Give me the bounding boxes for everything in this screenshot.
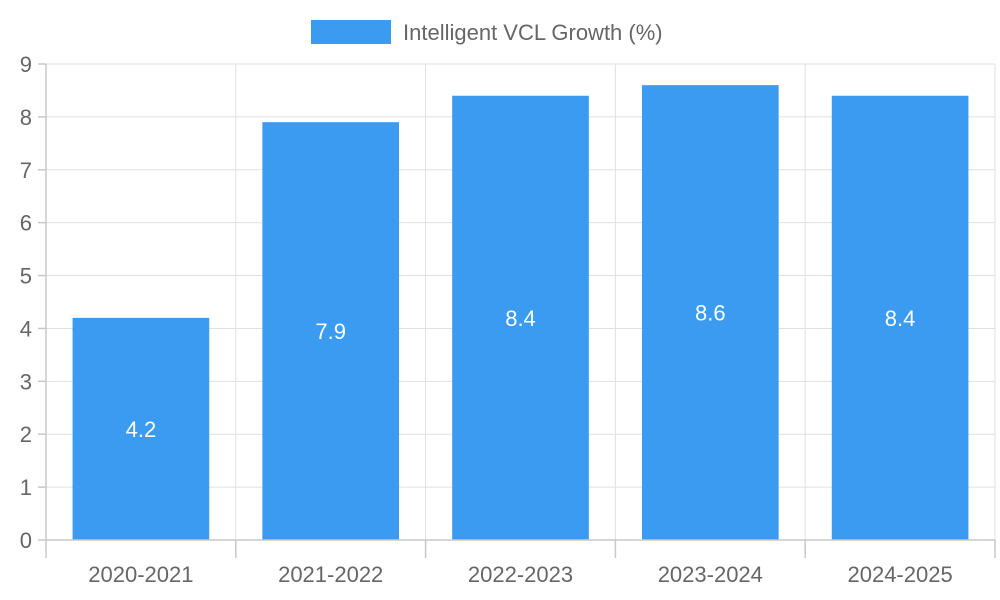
x-tick-label: 2024-2025	[847, 562, 952, 587]
y-tick-label: 5	[20, 264, 32, 289]
data-labels: 4.2 7.9 8.4 8.6 8.4	[126, 301, 916, 442]
bar-value-label: 4.2	[126, 417, 157, 442]
bar[interactable]	[831, 95, 969, 540]
legend-swatch[interactable]	[311, 20, 391, 44]
y-tick-label: 9	[20, 52, 32, 77]
axes: 0 1 2 3 4 5 6 7 8 9 2020-2021 2021-2022 2022-2023 202…	[20, 52, 996, 587]
bar[interactable]	[452, 95, 589, 540]
legend-label[interactable]: Intelligent VCL Growth (%)	[403, 20, 663, 45]
bar-value-label: 8.6	[695, 301, 726, 326]
legend[interactable]: Intelligent VCL Growth (%)	[311, 20, 663, 45]
y-tick-label: 1	[20, 475, 32, 500]
y-tick-label: 3	[20, 369, 32, 394]
y-tick-label: 6	[20, 211, 32, 236]
bar[interactable]	[262, 122, 400, 540]
x-tick-label: 2022-2023	[468, 562, 573, 587]
bar[interactable]	[641, 85, 779, 541]
bar-value-label: 8.4	[505, 306, 536, 331]
y-tick-label: 2	[20, 422, 32, 447]
y-tick-label: 0	[20, 528, 32, 553]
y-tick-label: 7	[20, 158, 32, 183]
bars	[72, 85, 969, 541]
y-tick-label: 4	[20, 316, 32, 341]
bar-value-label: 8.4	[885, 306, 916, 331]
bar[interactable]	[72, 317, 210, 540]
y-tick-label: 8	[20, 105, 32, 130]
x-tick-label: 2023-2024	[658, 562, 763, 587]
x-tick-label: 2021-2022	[278, 562, 383, 587]
x-tick-label: 2020-2021	[88, 562, 193, 587]
bar-value-label: 7.9	[315, 319, 346, 344]
